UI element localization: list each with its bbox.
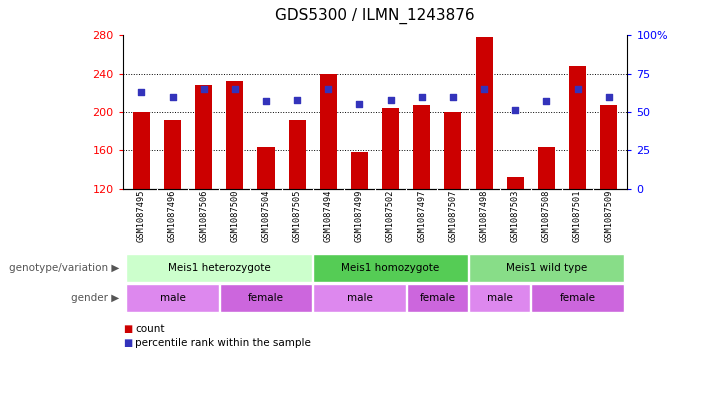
Bar (126, 254, 312, 282)
Text: ■: ■ (123, 338, 132, 348)
Text: GDS5300 / ILMN_1243876: GDS5300 / ILMN_1243876 (275, 7, 475, 24)
Text: GSM1087494: GSM1087494 (324, 190, 333, 242)
Text: ■: ■ (123, 324, 132, 334)
Point (322, 86, 334, 92)
Point (447, 94, 458, 100)
Text: gender ▶: gender ▶ (71, 293, 119, 303)
Text: Meis1 wild type: Meis1 wild type (505, 263, 587, 273)
Text: GSM1087501: GSM1087501 (573, 190, 582, 242)
Point (229, 86, 240, 92)
Text: GSM1087508: GSM1087508 (542, 190, 551, 242)
Text: Meis1 homozygote: Meis1 homozygote (341, 263, 440, 273)
Bar (600, 105, 618, 189)
Text: genotype/variation ▶: genotype/variation ▶ (9, 263, 119, 273)
Text: GSM1087495: GSM1087495 (137, 190, 146, 242)
Bar (195, 85, 212, 189)
Text: Meis1 heterozygote: Meis1 heterozygote (168, 263, 271, 273)
Text: female: female (419, 293, 456, 303)
Point (510, 107, 521, 114)
Text: GSM1087498: GSM1087498 (479, 190, 489, 242)
Bar (507, 177, 524, 189)
Point (572, 86, 583, 92)
Text: male: male (346, 293, 372, 303)
Bar (469, 254, 624, 282)
Point (385, 97, 396, 103)
Bar (220, 284, 312, 312)
Bar (382, 108, 399, 189)
Bar (257, 147, 275, 189)
Text: male: male (486, 293, 512, 303)
Bar (569, 66, 586, 189)
Point (603, 94, 614, 100)
Bar (126, 284, 219, 312)
Text: GSM1087500: GSM1087500 (231, 190, 239, 242)
Text: male: male (160, 293, 186, 303)
Bar (164, 119, 181, 189)
Text: GSM1087502: GSM1087502 (386, 190, 395, 242)
Bar (469, 284, 530, 312)
Bar (320, 73, 337, 189)
Point (292, 97, 303, 103)
Text: GSM1087496: GSM1087496 (168, 190, 177, 242)
Bar (132, 112, 150, 189)
Bar (407, 284, 468, 312)
Text: GSM1087509: GSM1087509 (604, 190, 613, 242)
Bar (538, 147, 555, 189)
Point (479, 86, 490, 92)
Bar (313, 254, 468, 282)
Point (416, 94, 428, 100)
Text: female: female (248, 293, 284, 303)
Text: GSM1087503: GSM1087503 (511, 190, 519, 242)
Bar (444, 112, 461, 189)
Text: GSM1087506: GSM1087506 (199, 190, 208, 242)
Point (354, 101, 365, 107)
Text: female: female (559, 293, 596, 303)
Point (167, 94, 178, 100)
Text: count: count (135, 324, 165, 334)
Bar (475, 37, 493, 189)
Text: percentile rank within the sample: percentile rank within the sample (135, 338, 311, 348)
Text: GSM1087504: GSM1087504 (261, 190, 271, 242)
Bar (289, 119, 306, 189)
Bar (226, 81, 243, 189)
Text: GSM1087499: GSM1087499 (355, 190, 364, 242)
Point (540, 98, 552, 105)
Text: GSM1087507: GSM1087507 (449, 190, 458, 242)
Text: GSM1087505: GSM1087505 (292, 190, 301, 242)
Text: GSM1087497: GSM1087497 (417, 190, 426, 242)
Bar (351, 152, 368, 189)
Point (136, 89, 147, 95)
Bar (531, 284, 624, 312)
Point (198, 86, 210, 92)
Point (260, 98, 271, 105)
Bar (413, 105, 430, 189)
Bar (313, 284, 406, 312)
